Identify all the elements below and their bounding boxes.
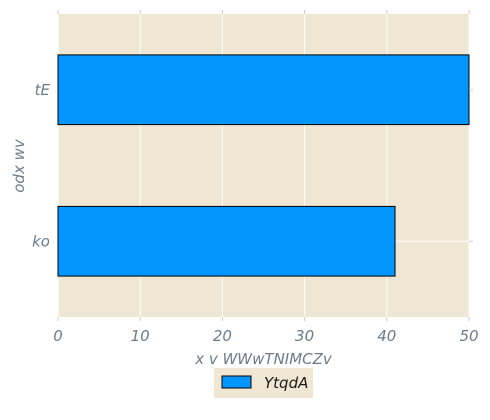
bars <box>57 54 470 277</box>
x-tick-label: 10 <box>131 327 150 345</box>
y-axis-ticks: ko tE <box>32 81 473 250</box>
x-tick-label: 0 <box>53 327 63 345</box>
legend-label: YtqdA <box>264 374 308 392</box>
legend: YtqdA <box>214 368 313 398</box>
x-axis-ticks: 0 10 20 30 40 50 <box>53 10 479 345</box>
x-axis-label: x v WWwTNIMCZv <box>194 350 333 368</box>
y-tick-label: tE <box>35 81 51 99</box>
x-tick-label: 50 <box>459 327 478 345</box>
x-tick-label: 20 <box>213 327 232 345</box>
x-tick-label: 30 <box>295 327 314 345</box>
bar-tE <box>57 54 470 126</box>
y-tick-label: ko <box>32 232 50 250</box>
x-tick-label: 40 <box>377 327 396 345</box>
legend-swatch <box>221 375 252 389</box>
bar-ko <box>57 205 396 277</box>
y-axis-label: odx wv <box>10 138 28 193</box>
